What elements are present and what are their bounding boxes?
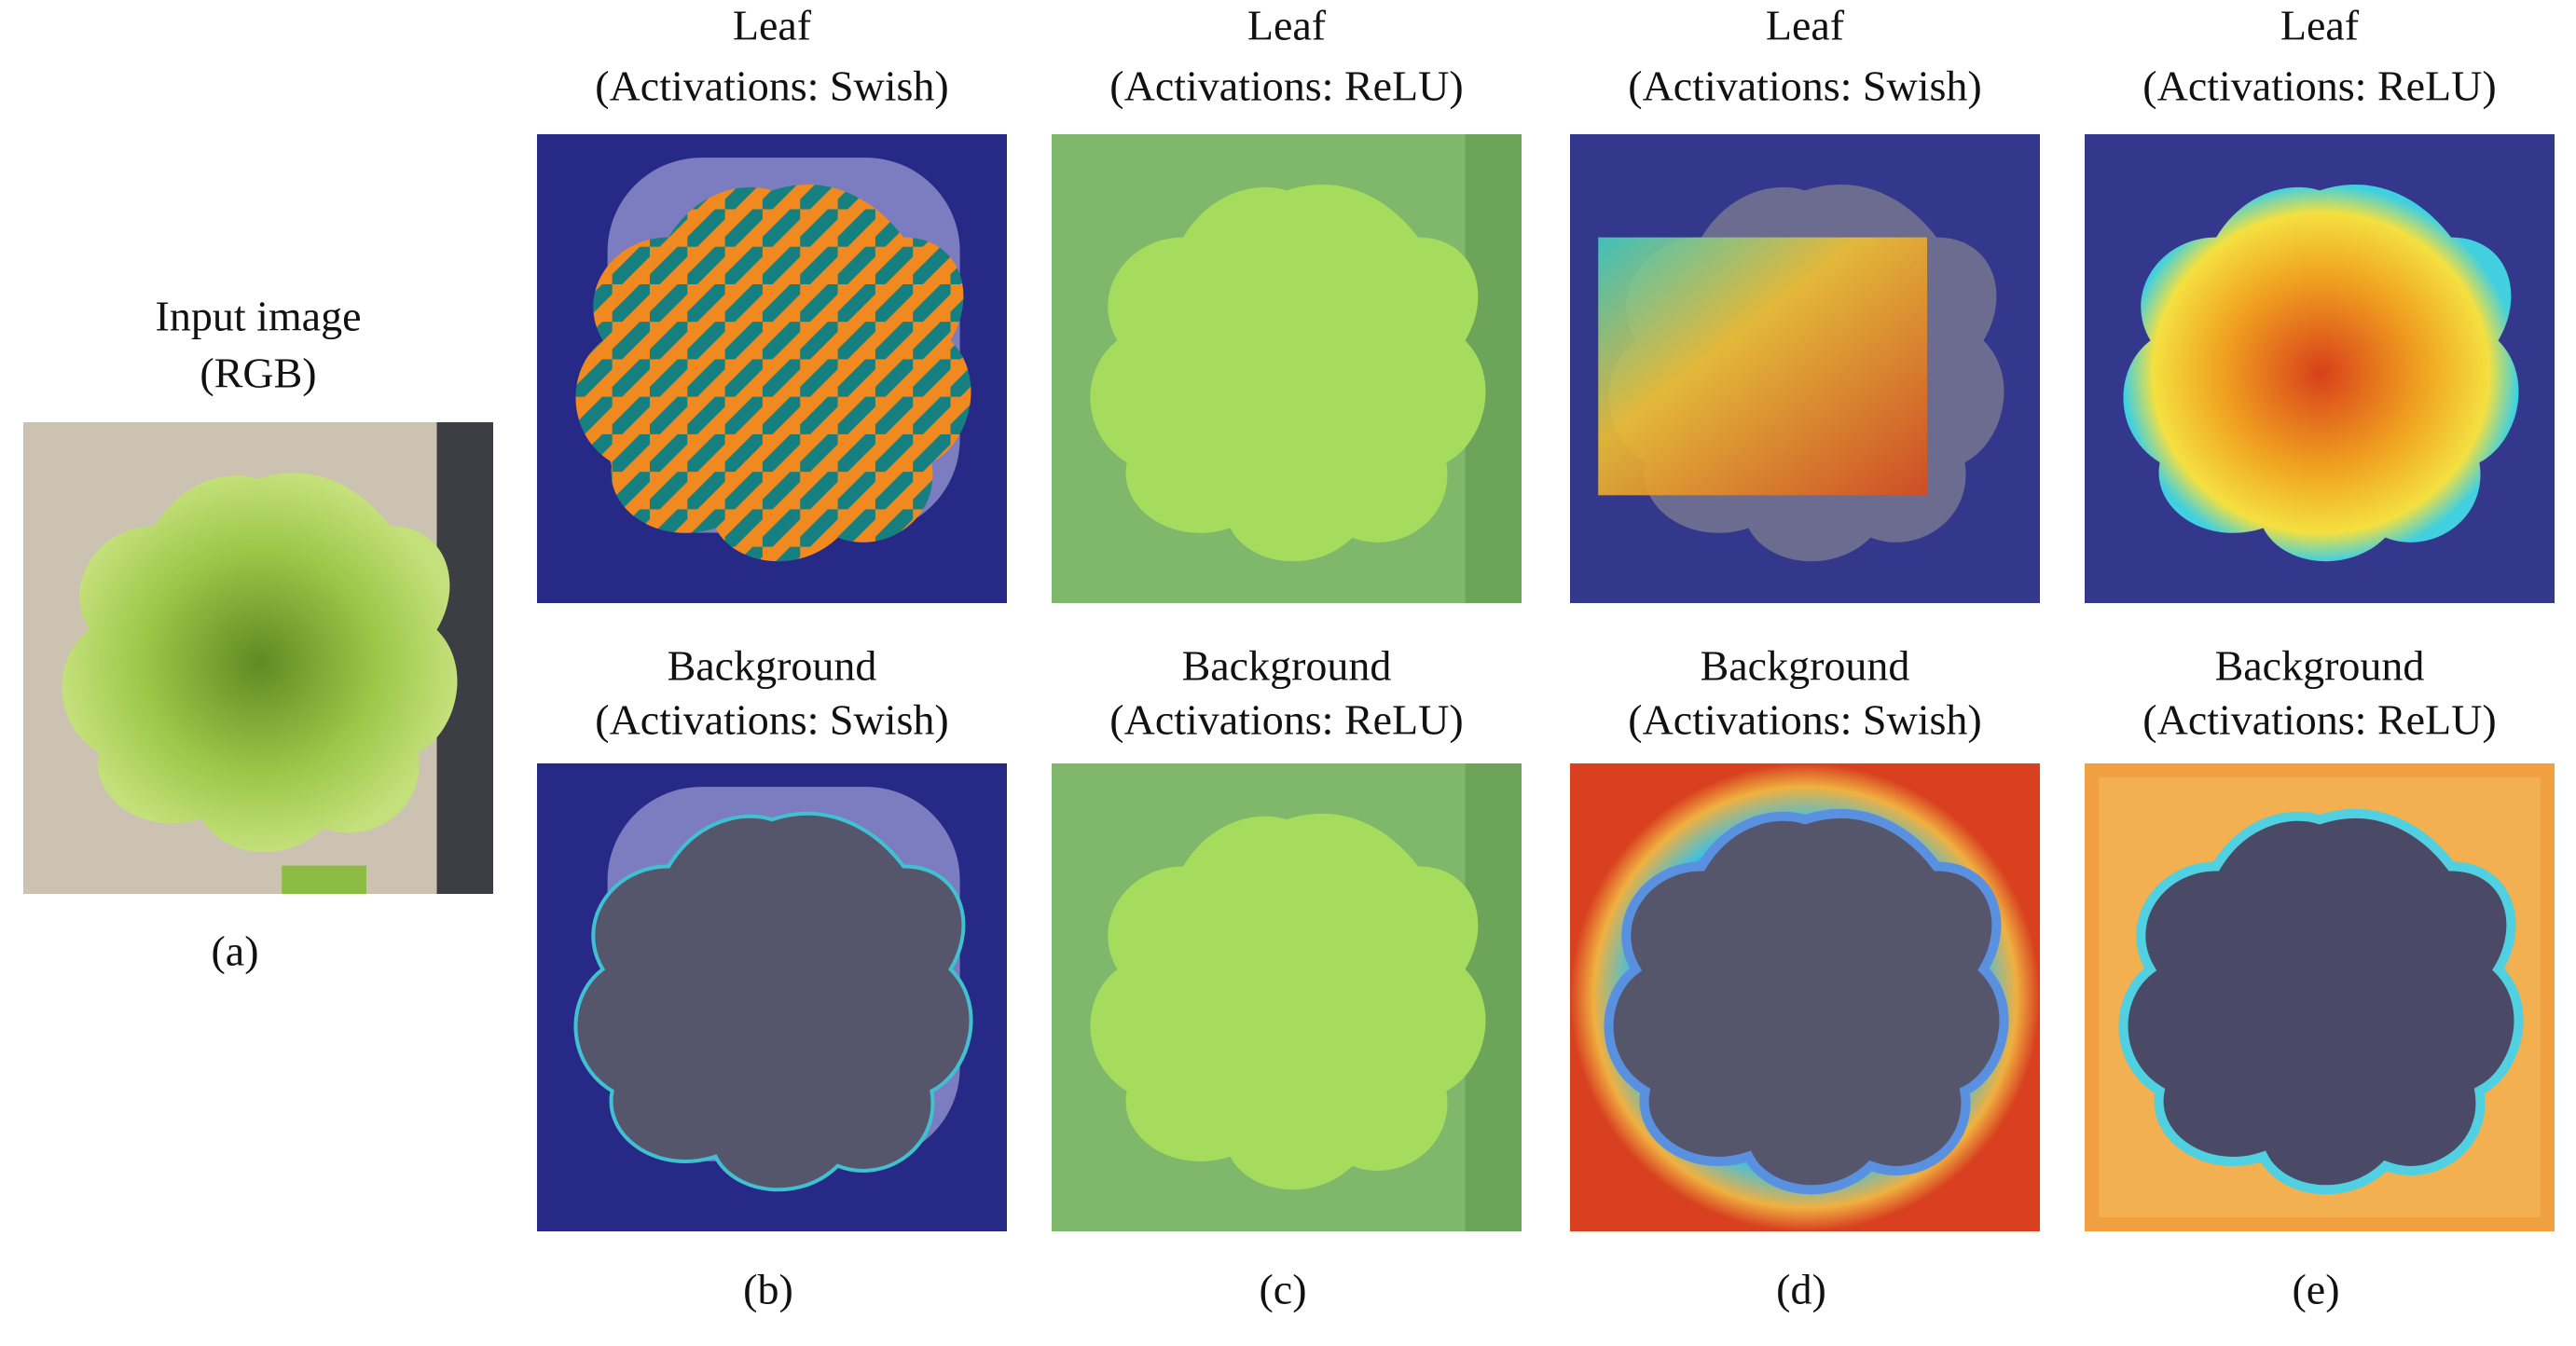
input-image <box>23 422 493 894</box>
panel-subtitle: (Activations: Swish) <box>595 696 948 744</box>
heatmap-image <box>2085 134 2555 603</box>
panel-title: Background <box>2215 642 2425 690</box>
panel-label: (b) <box>743 1266 793 1313</box>
heatmap-image <box>537 134 1007 603</box>
panel-label: (a) <box>211 927 258 975</box>
panel-label: (e) <box>2292 1266 2339 1313</box>
panel-title: Background <box>1182 642 1392 690</box>
panel-subtitle: (Activations: ReLU) <box>2142 696 2496 744</box>
panel-subtitle: (Activations: Swish) <box>1628 62 1981 110</box>
panel-subtitle: (RGB) <box>200 350 316 397</box>
panel-title: Leaf <box>1247 2 1327 49</box>
panel-title: Leaf <box>2280 2 2360 49</box>
panel-title: Background <box>668 642 877 690</box>
heatmap-image <box>1052 763 1522 1231</box>
panel-subtitle: (Activations: ReLU) <box>1109 696 1463 744</box>
panel-title: Background <box>1701 642 1910 690</box>
heatmap-image <box>537 763 1007 1231</box>
panel-title: Leaf <box>1766 2 1845 49</box>
panel-subtitle: (Activations: ReLU) <box>2142 62 2496 110</box>
heatmap-image <box>1570 763 2040 1231</box>
panel-subtitle: (Activations: ReLU) <box>1109 62 1463 110</box>
panel-subtitle: (Activations: Swish) <box>1628 696 1981 744</box>
heatmap-image <box>1570 134 2040 603</box>
panel-label: (c) <box>1259 1266 1306 1313</box>
image-panels <box>23 134 2555 1231</box>
panel-title: Leaf <box>733 2 812 49</box>
panel-subtitle: (Activations: Swish) <box>595 62 948 110</box>
heatmap-image <box>1052 134 1522 603</box>
labels: Input image (RGB) (a) Leaf (Activations: Swi… <box>156 2 2497 1313</box>
panel-label: (d) <box>1776 1266 1826 1313</box>
heatmap-image <box>2085 763 2555 1231</box>
panel-title: Input image <box>156 293 362 340</box>
